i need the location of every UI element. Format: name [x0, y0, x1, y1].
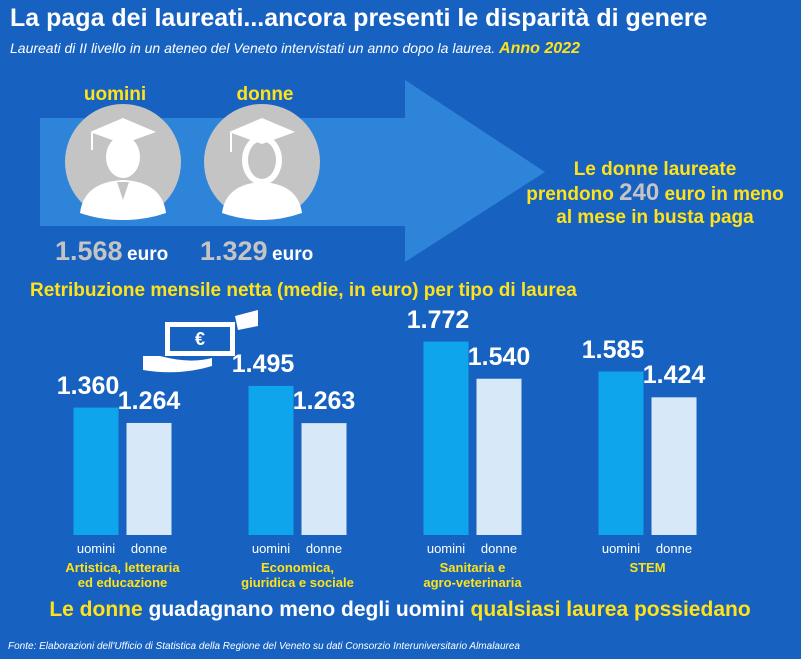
difference: 240	[619, 179, 660, 206]
series-label: uomini	[426, 541, 466, 556]
woman-icon	[204, 104, 320, 220]
bar	[651, 397, 697, 535]
unit: euro	[127, 244, 169, 265]
man-icon	[65, 104, 181, 220]
subtitle-text: Laureati di II livello in un ateneo del …	[10, 40, 496, 56]
series-label: uomini	[251, 541, 291, 556]
men-label: uomini	[83, 84, 147, 105]
series-label: uomini	[76, 541, 116, 556]
subtitle: Laureati di II livello in un ateneo del …	[10, 40, 580, 58]
bar	[73, 407, 119, 535]
money-icon: €	[143, 310, 258, 373]
highlight-line: Le donne laureate	[573, 159, 737, 180]
highlight: Le donne laureate prendono 240 euro in m…	[526, 158, 784, 229]
value-label: 1.263	[292, 387, 356, 416]
women-label: donne	[236, 84, 294, 105]
category-label: Economica, giuridica e sociale	[241, 560, 354, 590]
svg-text:€: €	[195, 329, 205, 349]
highlight-line: prendono 240 euro in meno	[526, 181, 784, 206]
text: guadagnano meno degli uomini	[148, 598, 465, 621]
bar	[301, 423, 347, 535]
highlight-line: al mese in busta paga	[556, 207, 754, 228]
value-label: 1.360	[56, 371, 120, 400]
amount: 1.568	[55, 236, 123, 266]
men-salary: 1.568 euro	[55, 236, 168, 267]
bar	[598, 371, 644, 535]
value-label: 1.772	[406, 305, 470, 334]
series-label: uomini	[601, 541, 641, 556]
women-salary: 1.329 euro	[200, 236, 313, 267]
series-label: donne	[305, 541, 343, 556]
amount: 1.329	[200, 236, 268, 266]
title: La paga dei laureati...ancora presenti l…	[10, 4, 708, 32]
category-label: STEM	[629, 560, 666, 575]
footer: Le donne guadagnano meno degli uomini qu…	[49, 598, 750, 622]
value-label: 1.264	[117, 386, 181, 415]
value-label: 1.585	[581, 335, 645, 364]
text: euro in meno	[664, 184, 784, 205]
unit: euro	[272, 244, 314, 265]
category-label: Sanitaria e agro-veterinaria	[423, 560, 522, 590]
value-label: 1.540	[467, 342, 531, 371]
chart-title: Retribuzione mensile netta (medie, in eu…	[30, 280, 577, 301]
bar	[248, 385, 294, 535]
series-label: donne	[130, 541, 168, 556]
text: Le donne	[49, 598, 143, 621]
series-label: donne	[480, 541, 518, 556]
series-label: donne	[655, 541, 693, 556]
text: qualsiasi laurea possiedano	[470, 598, 751, 621]
bar	[423, 341, 469, 535]
year: Anno 2022	[499, 40, 580, 57]
value-label: 1.495	[231, 349, 295, 378]
value-label: 1.424	[642, 361, 706, 390]
text: prendono	[526, 184, 614, 205]
bar	[476, 378, 522, 535]
category-label: Artistica, letteraria ed educazione	[65, 560, 180, 590]
bar	[126, 422, 172, 535]
source: Fonte: Elaborazioni dell'Ufficio di Stat…	[8, 641, 520, 652]
